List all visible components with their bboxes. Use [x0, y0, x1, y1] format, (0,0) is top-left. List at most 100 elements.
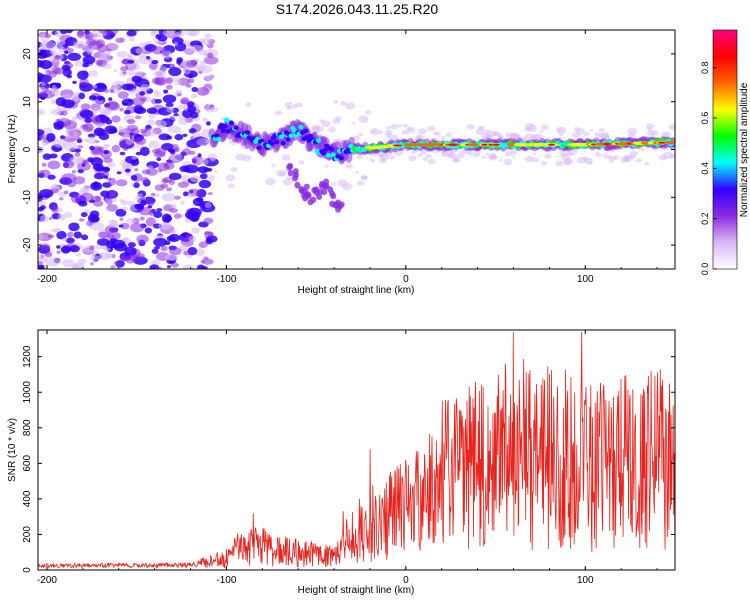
- spectrogram-cell: [54, 55, 60, 60]
- spectrogram-cell: [336, 203, 343, 210]
- spectrogram-cell: [74, 148, 82, 153]
- spectrogram-cell: [63, 71, 69, 76]
- spectrogram-cell: [397, 124, 403, 128]
- spectrogram-cell: [481, 143, 488, 146]
- spectrogram-y-tick-label: 10: [22, 96, 33, 108]
- spectrogram-cell: [42, 153, 52, 160]
- spectrogram-cell: [188, 128, 197, 134]
- spectrogram-cell: [86, 136, 98, 145]
- spectrogram-cell: [186, 59, 198, 68]
- spectrogram-cell: [509, 133, 520, 141]
- spectrogram-cell: [49, 48, 57, 55]
- spectrogram-cell: [137, 193, 143, 199]
- spectrogram-cell: [40, 169, 51, 178]
- spectrogram-cell: [207, 52, 214, 59]
- spectrogram-cell: [166, 106, 174, 113]
- spectrogram-cell: [445, 132, 452, 138]
- spectrogram-cell: [598, 128, 605, 133]
- spectrogram-cell: [55, 82, 62, 88]
- spectrogram-cell: [117, 125, 124, 131]
- spectrogram-cell: [507, 143, 517, 147]
- spectrogram-cell: [144, 128, 157, 137]
- spectrogram-cell: [602, 153, 609, 159]
- spectrogram-cell: [571, 131, 581, 139]
- spectrogram-cell: [222, 123, 228, 129]
- spectrogram-cell: [103, 89, 110, 93]
- spectrogram-cell: [39, 189, 54, 198]
- spectrogram-cell: [51, 183, 59, 190]
- spectrogram-cell: [139, 91, 146, 96]
- spectrogram-cell: [157, 34, 168, 42]
- snr-x-ticks: -200 -100 0 100: [37, 330, 658, 586]
- spectrogram-x-tick-label: 100: [577, 274, 594, 285]
- spectrogram-cell: [338, 155, 344, 161]
- spectrogram-cell: [60, 135, 66, 140]
- spectrogram-cell: [128, 242, 136, 248]
- spectrogram-cell: [147, 205, 153, 209]
- spectrogram-cell: [49, 153, 58, 159]
- spectrogram-cell: [167, 265, 171, 269]
- spectrogram-cell: [478, 125, 485, 131]
- spectrogram-cell: [167, 125, 182, 134]
- spectrogram-cell: [106, 161, 116, 168]
- spectrogram-cell: [613, 155, 620, 160]
- snr-x-tick-label: -100: [216, 575, 236, 586]
- spectrogram-cell: [53, 227, 62, 233]
- spectrogram-cell: [71, 91, 82, 101]
- spectrogram-cell: [206, 235, 218, 243]
- spectrogram-cell: [371, 160, 376, 163]
- spectrogram-cell: [54, 30, 62, 38]
- spectrogram-cell: [187, 247, 198, 256]
- spectrogram-cell: [71, 169, 76, 174]
- spectrogram-cell: [179, 165, 191, 173]
- spectrogram-cell: [151, 46, 165, 55]
- spectrogram-cell: [139, 216, 145, 221]
- spectrogram-cell: [130, 182, 135, 186]
- spectrogram-cell: [120, 199, 129, 206]
- spectrogram-cell: [140, 83, 151, 92]
- spectrogram-cell: [539, 129, 544, 133]
- spectrogram-cell: [175, 89, 183, 95]
- spectrogram-cell: [90, 262, 95, 266]
- spectrogram-cell: [165, 102, 174, 108]
- spectrogram-cell: [59, 197, 64, 201]
- spectrogram-cell: [202, 258, 214, 265]
- spectrogram-cell: [91, 252, 96, 256]
- spectrogram-cell: [118, 224, 124, 228]
- snr-frame: [37, 329, 676, 571]
- spectrogram-cell: [147, 119, 156, 126]
- spectrogram-cell: [111, 115, 121, 123]
- spectrogram-cell: [100, 190, 110, 198]
- spectrogram-cell: [162, 94, 177, 104]
- spectrogram-cell: [199, 173, 208, 180]
- colorbar-label: Normalized spectral amplitude: [739, 82, 750, 217]
- spectrogram-cell: [174, 133, 184, 141]
- spectrogram-cell: [56, 230, 67, 240]
- spectrogram-cell: [154, 184, 165, 191]
- spectrogram-cell: [180, 99, 189, 105]
- spectrogram-cell: [198, 179, 212, 189]
- spectrogram-cell: [148, 112, 156, 120]
- spectrogram-cell: [75, 253, 82, 257]
- spectrogram-cell: [657, 141, 667, 144]
- spectrogram-cell: [81, 163, 86, 167]
- spectrogram-cell: [370, 128, 380, 136]
- spectrogram-cell: [298, 160, 305, 165]
- spectrogram-cell: [124, 246, 137, 257]
- spectrogram-cell: [330, 152, 336, 158]
- spectrogram-cell: [389, 155, 395, 160]
- spectrogram-cell: [45, 69, 52, 75]
- spectrogram-cell: [130, 222, 145, 233]
- spectrogram-cell: [330, 182, 336, 187]
- spectrogram-cell: [200, 259, 205, 264]
- spectrogram-cell: [295, 102, 303, 108]
- spectrogram-cell: [584, 157, 593, 165]
- spectrogram-cell: [60, 245, 71, 254]
- spectrogram-cell: [41, 81, 46, 86]
- spectrogram-cell: [64, 211, 72, 218]
- spectrogram-cell: [77, 30, 85, 36]
- spectrogram-cell: [284, 102, 291, 107]
- spectrogram-cell: [169, 208, 179, 213]
- spectrogram-cell: [104, 198, 111, 203]
- spectrogram-cell: [274, 110, 282, 116]
